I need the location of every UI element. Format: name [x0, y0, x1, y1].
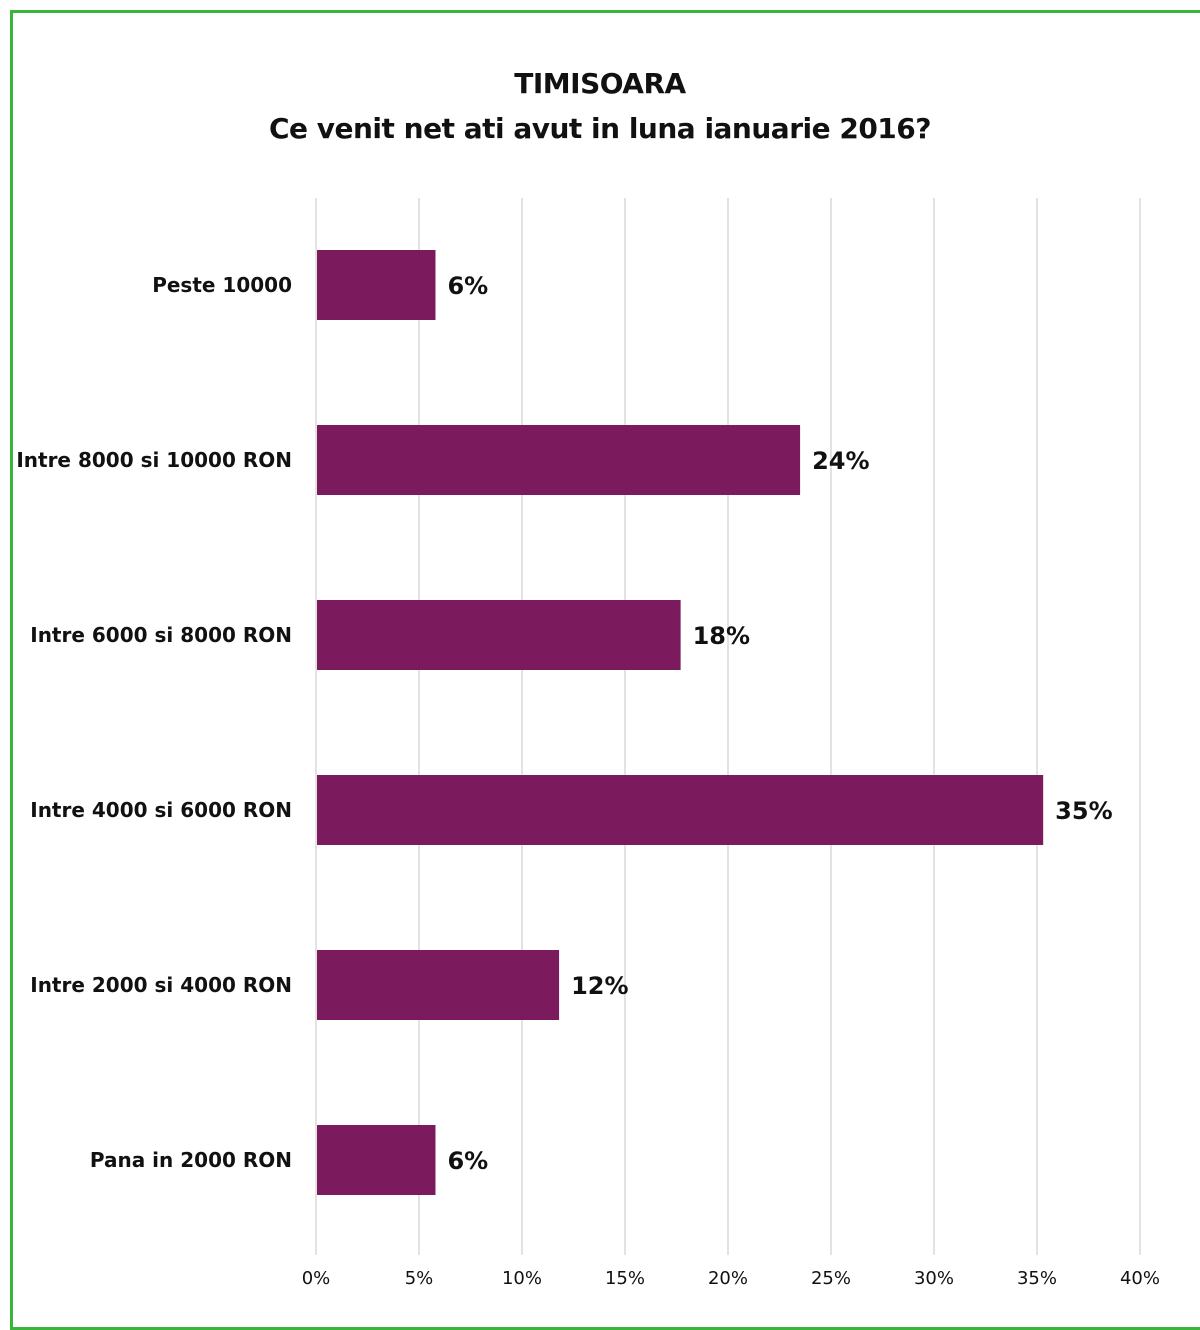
category-label: Peste 10000	[152, 273, 292, 297]
bar	[317, 775, 1044, 845]
category-label: Intre 4000 si 6000 RON	[30, 798, 292, 822]
bar	[317, 425, 801, 495]
data-label: 6%	[447, 272, 488, 300]
x-tick-label: 0%	[302, 1268, 331, 1289]
data-label: 18%	[693, 622, 750, 650]
category-label: Pana in 2000 RON	[90, 1148, 292, 1172]
bar	[317, 1125, 436, 1195]
data-label: 35%	[1055, 797, 1112, 825]
category-label: Intre 6000 si 8000 RON	[30, 623, 292, 647]
data-label: 12%	[571, 972, 628, 1000]
x-tick-label: 25%	[811, 1268, 851, 1289]
labels: 0% 5% 10% 15% 20% 25% 30% 35% 40% Peste 10000 6% In…	[16, 272, 1160, 1289]
bar	[317, 950, 560, 1020]
x-tick-label: 40%	[1120, 1268, 1160, 1289]
bar	[317, 600, 681, 670]
gridlines	[315, 198, 1141, 1255]
chart-subtitle: Ce venit net ati avut in luna ianuarie 2…	[268, 112, 932, 145]
x-tick-label: 20%	[708, 1268, 748, 1289]
bar	[317, 250, 436, 320]
x-tick-label: 15%	[605, 1268, 645, 1289]
x-tick-label: 35%	[1017, 1268, 1057, 1289]
category-label: Intre 8000 si 10000 RON	[16, 448, 292, 472]
data-label: 6%	[447, 1147, 488, 1175]
x-tick-label: 10%	[502, 1268, 542, 1289]
bar-chart: 0% 5% 10% 15% 20% 25% 30% 35% 40% Peste 10000 6% In…	[16, 198, 1160, 1289]
x-tick-label: 30%	[914, 1268, 954, 1289]
bars	[317, 250, 1044, 1195]
data-label: 24%	[812, 447, 869, 475]
chart-title: TIMISOARA	[514, 67, 686, 100]
x-tick-label: 5%	[405, 1268, 434, 1289]
category-label: Intre 2000 si 4000 RON	[30, 973, 292, 997]
